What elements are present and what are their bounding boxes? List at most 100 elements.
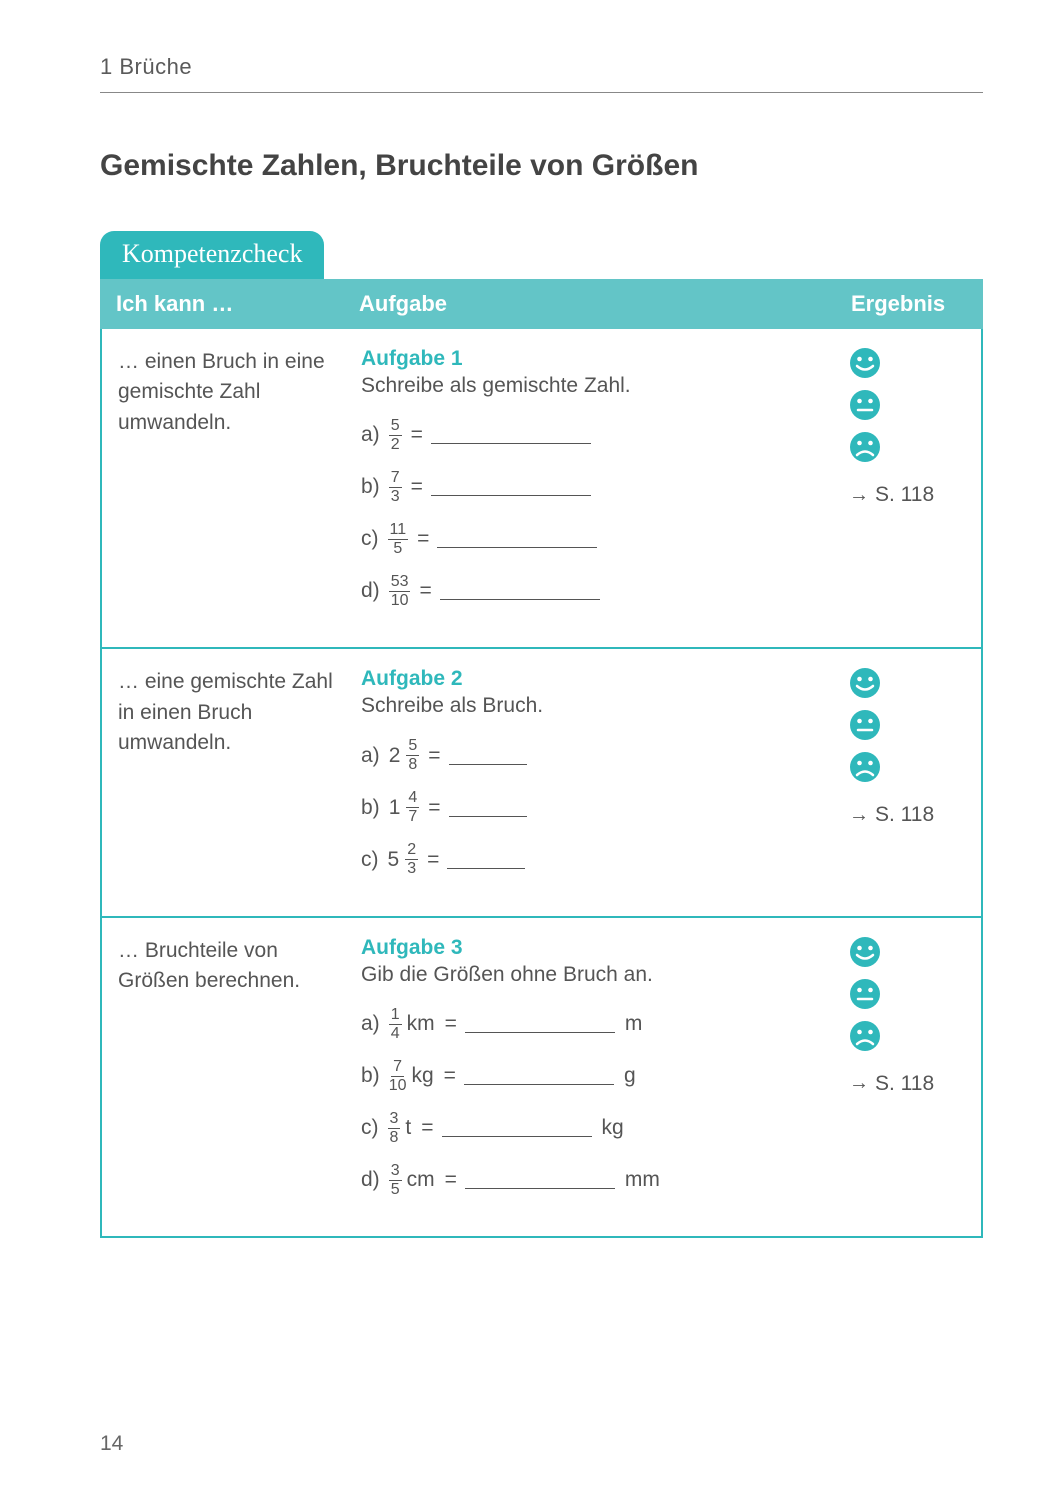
skill-text: … Bruchteile von Größen berechnen.: [102, 936, 357, 1212]
answer-blank[interactable]: [449, 747, 527, 765]
competency-tab: Kompetenzcheck: [100, 231, 324, 279]
task-title: Aufgabe 3: [361, 936, 827, 960]
table-body: … einen Bruch in eine gemischte Zahl umw…: [100, 329, 983, 1238]
unit-post: mm: [625, 1168, 660, 1192]
equals-sign: =: [411, 475, 423, 499]
task-item: a)258=: [361, 736, 827, 776]
answer-blank[interactable]: [465, 1171, 615, 1189]
equals-sign: =: [421, 1116, 433, 1140]
task-description: Schreibe als gemischte Zahl.: [361, 371, 827, 401]
table-row: … einen Bruch in eine gemischte Zahl umw…: [102, 329, 981, 647]
task-title: Aufgabe 2: [361, 667, 827, 691]
fraction: 47: [406, 790, 419, 825]
sad-face-icon[interactable]: [849, 751, 881, 783]
skill-text: … einen Bruch in eine gemischte Zahl umw…: [102, 347, 357, 623]
item-label: a): [361, 1012, 380, 1036]
task-cell: Aufgabe 1Schreibe als gemischte Zahl. a) 5…: [357, 347, 841, 623]
item-label: b): [361, 796, 380, 820]
happy-face-icon[interactable]: [849, 667, 881, 699]
answer-blank[interactable]: [465, 1015, 615, 1033]
item-label: d): [361, 1168, 380, 1192]
page-reference: → S. 118: [849, 1072, 934, 1096]
unit-pre: t: [405, 1116, 411, 1140]
item-label: b): [361, 1064, 380, 1088]
task-item: a)14km=m: [361, 1004, 827, 1044]
equals-sign: =: [444, 1064, 456, 1088]
unit-pre: cm: [407, 1168, 435, 1192]
task-item: c)38t=kg: [361, 1108, 827, 1148]
answer-blank[interactable]: [449, 799, 527, 817]
result-cell: → S. 118: [841, 667, 981, 891]
equals-sign: =: [419, 579, 431, 603]
neutral-face-icon[interactable]: [849, 389, 881, 421]
sad-face-icon[interactable]: [849, 1020, 881, 1052]
fraction: 5310: [389, 574, 411, 609]
fraction: 14: [389, 1007, 402, 1042]
unit-post: m: [625, 1012, 643, 1036]
header-result: Ergebnis: [843, 291, 983, 317]
task-description: Gib die Größen ohne Bruch an.: [361, 960, 827, 990]
task-item: b)73=: [361, 467, 827, 507]
task-item: c) 115 =: [361, 519, 827, 559]
whole-number: 5: [388, 848, 400, 872]
item-label: a): [361, 744, 380, 768]
item-label: c): [361, 848, 379, 872]
task-cell: Aufgabe 3Gib die Größen ohne Bruch an. a)…: [357, 936, 841, 1212]
task-item: d) 35cm = mm: [361, 1160, 827, 1200]
answer-blank[interactable]: [431, 478, 591, 496]
page-ref-text: S. 118: [875, 1072, 934, 1096]
fraction: 710: [389, 1059, 407, 1094]
item-label: d): [361, 579, 380, 603]
arrow-right-icon: →: [849, 804, 869, 827]
answer-blank[interactable]: [431, 426, 591, 444]
answer-blank[interactable]: [437, 530, 597, 548]
result-cell: → S. 118: [841, 347, 981, 623]
item-label: a): [361, 423, 380, 447]
unit-post: kg: [602, 1116, 624, 1140]
page-reference: → S. 118: [849, 483, 934, 507]
answer-blank[interactable]: [447, 851, 525, 869]
task-description: Schreibe als Bruch.: [361, 691, 827, 721]
task-title: Aufgabe 1: [361, 347, 827, 371]
fraction: 58: [406, 738, 419, 773]
fraction: 115: [388, 522, 409, 557]
happy-face-icon[interactable]: [849, 347, 881, 379]
answer-blank[interactable]: [440, 582, 600, 600]
happy-face-icon[interactable]: [849, 936, 881, 968]
task-item: c)523=: [361, 840, 827, 880]
header-task: Aufgabe: [355, 291, 843, 317]
page-number: 14: [100, 1432, 123, 1456]
unit-pre: km: [407, 1012, 435, 1036]
unit-post: g: [624, 1064, 636, 1088]
equals-sign: =: [428, 796, 440, 820]
task-item: b) 147 =: [361, 788, 827, 828]
equals-sign: =: [417, 527, 429, 551]
result-cell: → S. 118: [841, 936, 981, 1212]
task-item: b) 710kg = g: [361, 1056, 827, 1096]
skill-text: … eine gemischte Zahl in einen Bruch umw…: [102, 667, 357, 891]
equals-sign: =: [445, 1168, 457, 1192]
neutral-face-icon[interactable]: [849, 978, 881, 1010]
header-skill: Ich kann …: [100, 291, 355, 317]
item-label: c): [361, 527, 379, 551]
arrow-right-icon: →: [849, 1072, 869, 1095]
page-ref-text: S. 118: [875, 483, 934, 507]
whole-number: 1: [389, 796, 401, 820]
page-reference: → S. 118: [849, 803, 934, 827]
fraction: 38: [388, 1111, 401, 1146]
table-row: … Bruchteile von Größen berechnen.Aufgab…: [102, 916, 981, 1236]
fraction: 52: [389, 418, 402, 453]
equals-sign: =: [427, 848, 439, 872]
task-item: a)52=: [361, 415, 827, 455]
table-row: … eine gemischte Zahl in einen Bruch umw…: [102, 647, 981, 915]
fraction: 35: [389, 1163, 402, 1198]
answer-blank[interactable]: [442, 1119, 592, 1137]
item-label: b): [361, 475, 380, 499]
answer-blank[interactable]: [464, 1067, 614, 1085]
arrow-right-icon: →: [849, 484, 869, 507]
page-ref-text: S. 118: [875, 803, 934, 827]
neutral-face-icon[interactable]: [849, 709, 881, 741]
sad-face-icon[interactable]: [849, 431, 881, 463]
unit-pre: kg: [411, 1064, 433, 1088]
task-item: d) 5310 =: [361, 571, 827, 611]
